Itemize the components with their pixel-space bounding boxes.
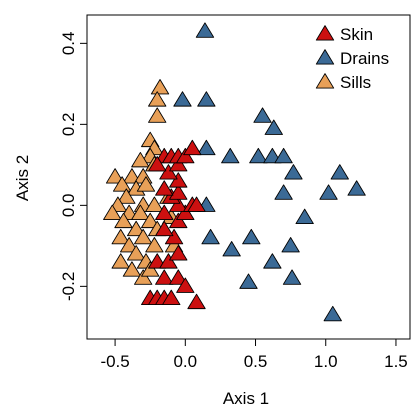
sills-legend-marker <box>315 73 335 89</box>
sills-point <box>111 253 130 269</box>
skin-point <box>164 228 184 245</box>
x-tick-label: 0.0 <box>173 352 197 371</box>
drains-legend-label: Drains <box>340 49 389 68</box>
sills-point <box>145 237 164 253</box>
drains-point <box>274 147 293 164</box>
sills-point <box>111 228 130 245</box>
sills-point <box>134 269 153 285</box>
skin-point <box>169 269 188 285</box>
skin-point <box>169 156 188 172</box>
skin-point <box>169 184 188 200</box>
skin-legend-label: Skin <box>340 25 373 44</box>
drains-point <box>274 184 293 200</box>
sills-point <box>103 204 122 220</box>
x-axis: -0.5 0.0 0.5 1.0 1.5 <box>100 339 408 371</box>
drains-point <box>284 164 303 180</box>
x-tick-label: 0.5 <box>244 352 268 371</box>
drains-point <box>282 269 302 285</box>
sills-point <box>134 228 153 245</box>
sills-point <box>145 196 164 212</box>
sills-point <box>122 261 142 277</box>
skin-point <box>183 139 202 156</box>
drains-point <box>323 305 342 322</box>
sills-point <box>131 204 150 220</box>
y-tick-label: 0.2 <box>59 113 78 137</box>
x-axis-title: Axis 1 <box>223 389 269 408</box>
drains-point <box>264 119 283 135</box>
drains-point <box>221 147 240 164</box>
drains-point <box>242 228 261 245</box>
y-tick-label: -0.2 <box>59 272 78 301</box>
sills-point <box>127 220 146 237</box>
drains-point <box>197 91 216 107</box>
skin-point <box>155 204 174 220</box>
drains-point <box>173 91 192 107</box>
drains-point <box>195 22 215 38</box>
drains-point <box>281 237 300 253</box>
sills-point <box>117 188 136 204</box>
legend: Skin Drains Sills <box>315 25 389 92</box>
drains-point <box>347 180 366 196</box>
skin-point <box>155 269 174 285</box>
x-tick-label: -0.5 <box>100 352 129 371</box>
sills-point <box>148 91 167 107</box>
sills-point <box>148 107 167 123</box>
sills-point <box>150 79 170 95</box>
y-tick-label: 0.4 <box>59 32 78 56</box>
sills-point <box>141 212 160 229</box>
plot-frame <box>86 14 411 340</box>
sills-point <box>127 245 146 261</box>
skin-legend-marker <box>315 25 335 41</box>
sills-point <box>112 176 132 192</box>
data-points <box>103 22 366 322</box>
sills-point <box>119 237 139 253</box>
skin-point <box>176 147 195 164</box>
y-axis-title: Axis 2 <box>13 155 32 201</box>
sills-point <box>131 151 150 168</box>
x-tick-label: 1.0 <box>314 352 338 371</box>
skin-point <box>169 172 188 188</box>
drains-point <box>197 139 216 156</box>
skin-point <box>162 289 181 306</box>
drains-point <box>263 253 282 269</box>
drains-point <box>201 228 220 245</box>
skin-point <box>159 164 178 180</box>
sills-point <box>141 261 160 277</box>
skin-point <box>176 277 195 293</box>
skin-point <box>155 220 174 237</box>
skin-point <box>155 180 174 196</box>
skin-point <box>176 204 195 220</box>
skin-point <box>169 245 188 261</box>
skin-point <box>187 196 206 212</box>
drains-point <box>222 241 241 257</box>
drains-point <box>319 184 338 200</box>
sills-point <box>105 168 125 184</box>
x-tick-label: 1.5 <box>384 352 408 371</box>
sills-legend-label: Sills <box>340 73 371 92</box>
drains-point <box>295 208 314 225</box>
skin-point <box>169 196 188 212</box>
y-axis: -0.2 0.0 0.2 0.4 <box>59 32 87 301</box>
drains-point <box>330 164 349 180</box>
sills-point <box>136 176 156 192</box>
skin-point <box>159 253 178 269</box>
skin-point <box>169 212 188 229</box>
drains-point <box>253 107 272 123</box>
drains-legend-marker <box>315 49 335 65</box>
drains-point <box>249 147 268 164</box>
skin-point <box>148 156 167 172</box>
sills-point <box>114 212 133 229</box>
y-tick-label: 0.0 <box>59 194 78 218</box>
skin-point <box>187 293 206 310</box>
drains-point <box>239 273 258 289</box>
